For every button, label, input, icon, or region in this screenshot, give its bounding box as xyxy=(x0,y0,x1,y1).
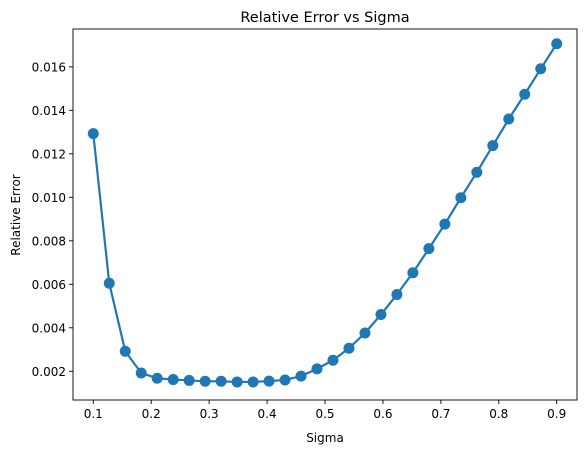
data-point xyxy=(199,375,211,387)
data-point xyxy=(535,63,547,75)
data-point xyxy=(135,367,147,379)
data-point xyxy=(391,289,403,301)
data-point xyxy=(487,140,499,152)
data-point xyxy=(343,342,355,354)
y-tick-label: 0.016 xyxy=(32,60,66,74)
data-point xyxy=(519,88,531,100)
data-point xyxy=(503,113,515,125)
chart-title: Relative Error vs Sigma xyxy=(240,10,409,26)
x-tick-label: 0.1 xyxy=(84,407,103,421)
x-tick-label: 0.2 xyxy=(142,407,161,421)
x-tick-label: 0.4 xyxy=(258,407,277,421)
data-point xyxy=(295,370,307,382)
data-point xyxy=(87,128,99,140)
data-point xyxy=(215,375,227,387)
y-tick-label: 0.002 xyxy=(32,365,66,379)
y-tick-label: 0.008 xyxy=(32,234,66,248)
y-tick-label: 0.006 xyxy=(32,278,66,292)
x-tick-label: 0.5 xyxy=(315,407,334,421)
data-point xyxy=(407,267,419,279)
data-point xyxy=(423,243,435,255)
x-axis-label: Sigma xyxy=(306,431,344,445)
x-tick-label: 0.3 xyxy=(200,407,219,421)
data-point xyxy=(231,376,243,388)
data-point xyxy=(167,374,179,386)
data-point xyxy=(311,363,323,375)
data-point xyxy=(119,345,131,357)
data-point xyxy=(455,192,467,204)
x-tick-label: 0.8 xyxy=(489,407,508,421)
y-axis-label: Relative Error xyxy=(9,174,23,256)
data-point xyxy=(327,354,339,366)
data-point xyxy=(263,375,275,387)
plot-frame xyxy=(72,28,578,401)
plot-content: 0.1 0.2 0.3 0.4 0.5 0.6 0.7 0.8 0.9 0.002 0.004 0.0… xyxy=(32,28,578,421)
data-point xyxy=(439,218,451,230)
data-point xyxy=(279,374,291,386)
y-tick-label: 0.010 xyxy=(32,191,66,205)
x-tick-label: 0.6 xyxy=(373,407,392,421)
y-tick-label: 0.004 xyxy=(32,321,66,335)
data-point xyxy=(471,166,483,178)
x-tick-label: 0.9 xyxy=(547,407,566,421)
data-point xyxy=(359,327,371,339)
data-point xyxy=(247,376,259,388)
data-point xyxy=(551,38,563,50)
data-point xyxy=(151,372,163,384)
y-tick-label: 0.012 xyxy=(32,147,66,161)
x-tick-label: 0.7 xyxy=(431,407,450,421)
data-point xyxy=(183,374,195,386)
y-tick-label: 0.014 xyxy=(32,104,66,118)
data-point xyxy=(103,277,115,289)
data-point xyxy=(375,309,387,321)
